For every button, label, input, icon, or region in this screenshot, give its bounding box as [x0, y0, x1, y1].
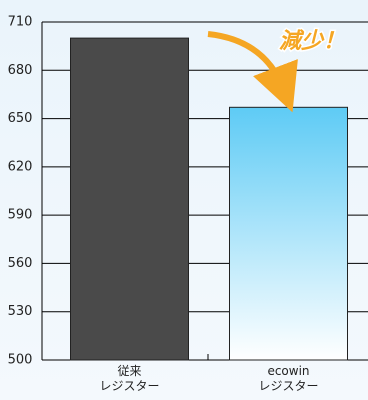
y-tick-label: 710 — [8, 15, 33, 30]
y-tick-label: 650 — [8, 111, 33, 126]
y-tick-label: 620 — [8, 159, 33, 174]
annotation: 減少！ — [279, 29, 345, 54]
y-tick-label: 530 — [8, 304, 33, 319]
bar — [70, 37, 189, 361]
x-tick-label: 従来 レジスター — [99, 364, 160, 393]
y-tick-label: 560 — [8, 256, 33, 271]
y-tick-label: 680 — [8, 63, 33, 78]
y-tick-label: 500 — [8, 353, 33, 368]
annotation-arrow — [207, 31, 298, 113]
bar — [229, 106, 348, 361]
y-tick-label: 590 — [8, 208, 33, 223]
x-tick-label: ecowin レジスター — [258, 364, 319, 393]
